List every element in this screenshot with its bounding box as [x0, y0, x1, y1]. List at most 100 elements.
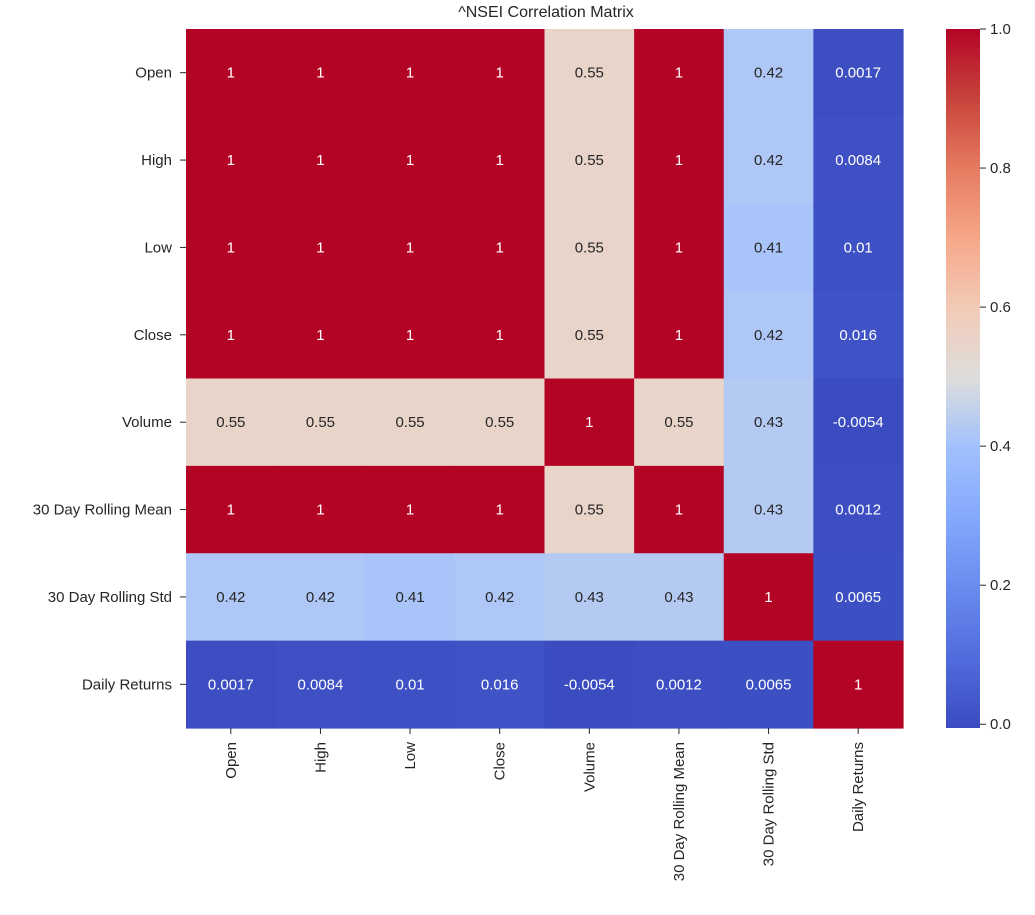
heatmap-cell	[186, 465, 277, 554]
cell-annotation: 1	[316, 239, 324, 256]
cell-annotation: 1	[585, 414, 593, 431]
cell-annotation: 0.0084	[297, 676, 343, 693]
cell-annotation: 0.43	[754, 414, 783, 431]
heatmap-cell	[634, 378, 725, 467]
colorbar-tick-label: 0.4	[990, 438, 1011, 455]
cell-annotation: 1	[227, 152, 235, 169]
cell-annotation: 1	[316, 152, 324, 169]
cell-annotation: 1	[764, 589, 772, 606]
cell-annotation: -0.0054	[833, 414, 884, 431]
cell-annotation: 0.0017	[835, 65, 881, 82]
cell-annotation: 0.55	[664, 414, 693, 431]
cell-annotation: 0.55	[575, 502, 604, 519]
heatmap-cell	[275, 553, 366, 642]
heatmap-cell	[275, 29, 366, 117]
heatmap-cell	[634, 116, 725, 205]
chart-title: ^NSEI Correlation Matrix	[458, 4, 634, 21]
cell-annotation: 0.55	[306, 414, 335, 431]
heatmap-cell	[365, 378, 456, 467]
heatmap-cell	[186, 203, 277, 292]
colorbar-tick-label: 0.2	[990, 577, 1011, 594]
colorbar-tick-label: 1.0	[990, 21, 1011, 38]
heatmap-cell	[723, 640, 814, 729]
heatmap-cell	[634, 291, 725, 380]
y-tick-label: Open	[135, 65, 172, 82]
cell-annotation: 0.42	[754, 152, 783, 169]
cell-annotation: 0.43	[664, 589, 693, 606]
cell-annotation: 1	[406, 65, 414, 82]
heatmap-cell	[634, 29, 725, 117]
colorbar-tick-label: 0.8	[990, 160, 1011, 177]
heatmap-cell	[813, 203, 904, 292]
cell-annotation: 0.42	[754, 65, 783, 82]
heatmap-cell	[634, 640, 725, 729]
heatmap-cell	[813, 465, 904, 554]
cell-annotation: 1	[406, 327, 414, 344]
x-tick-label: Low	[402, 742, 419, 770]
cell-annotation: 0.55	[395, 414, 424, 431]
cell-annotation: 0.0084	[835, 152, 881, 169]
cell-annotation: 1	[316, 327, 324, 344]
heatmap-cell	[275, 378, 366, 467]
cell-annotation: 1	[675, 502, 683, 519]
cell-annotation: 0.42	[216, 589, 245, 606]
heatmap-cell	[723, 465, 814, 554]
heatmap-cell	[813, 291, 904, 380]
cell-annotation: 0.43	[575, 589, 604, 606]
heatmap-cell	[723, 116, 814, 205]
cell-annotation: 1	[406, 239, 414, 256]
cell-annotation: 1	[316, 502, 324, 519]
colorbar-tick-label: 0.0	[990, 716, 1011, 733]
y-tick-label: 30 Day Rolling Mean	[33, 502, 172, 519]
heatmap-cell	[186, 640, 277, 729]
heatmap-cell	[365, 465, 456, 554]
cell-annotation: 1	[406, 502, 414, 519]
heatmap-cell	[454, 29, 546, 117]
x-tick-label: Open	[223, 742, 240, 779]
cell-annotation: 1	[227, 327, 235, 344]
cell-annotation: 1	[675, 65, 683, 82]
heatmap-cell	[723, 291, 814, 380]
heatmap-cell	[634, 465, 725, 554]
heatmap-cell	[723, 203, 814, 292]
heatmap-cell	[186, 378, 277, 467]
heatmap-cell	[544, 203, 635, 292]
heatmap-cell	[813, 553, 904, 642]
heatmap-cell	[365, 291, 456, 380]
colorbar	[946, 29, 980, 728]
y-tick-label: Low	[144, 239, 172, 256]
y-tick-label: Daily Returns	[82, 676, 172, 693]
cell-annotation: 0.42	[754, 327, 783, 344]
heatmap-cell	[813, 378, 904, 467]
heatmap-cell	[186, 291, 277, 380]
heatmap-cell	[544, 29, 635, 117]
heatmap-cell	[275, 465, 366, 554]
cell-annotation: 0.55	[575, 65, 604, 82]
cell-annotation: -0.0054	[564, 676, 615, 693]
y-tick-label: 30 Day Rolling Std	[48, 589, 172, 606]
cell-annotation: 0.55	[575, 152, 604, 169]
cell-annotation: 0.55	[575, 327, 604, 344]
heatmap-cell	[634, 553, 725, 642]
heatmap-cell	[275, 116, 366, 205]
cell-annotation: 1	[496, 239, 504, 256]
cell-annotation: 0.41	[754, 239, 783, 256]
cell-annotation: 0.016	[481, 676, 519, 693]
y-tick-label: Volume	[122, 414, 172, 431]
x-tick-label: High	[312, 742, 329, 773]
heatmap-cell	[544, 116, 635, 205]
heatmap-cell	[275, 640, 366, 729]
cell-annotation: 0.43	[754, 502, 783, 519]
cell-annotation: 1	[316, 65, 324, 82]
heatmap-cell	[186, 116, 277, 205]
cell-annotation: 1	[227, 65, 235, 82]
heatmap-cell	[454, 378, 546, 467]
heatmap-cell	[454, 291, 546, 380]
heatmap-cell	[544, 640, 635, 729]
cell-annotation: 0.016	[839, 327, 877, 344]
heatmap-cell	[365, 203, 456, 292]
heatmap-cell	[813, 640, 904, 729]
heatmap-cell	[365, 116, 456, 205]
cell-annotation: 0.01	[844, 239, 873, 256]
